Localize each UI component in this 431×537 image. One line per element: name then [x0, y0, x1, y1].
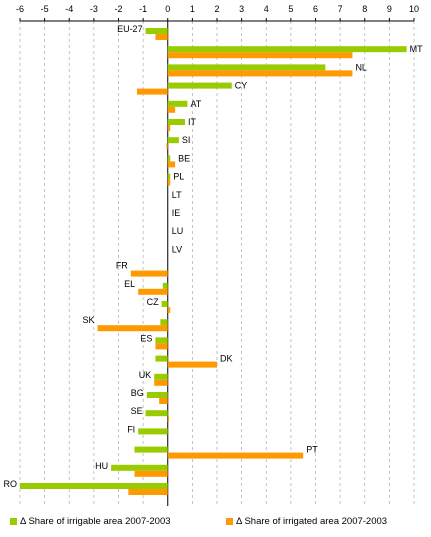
bar-irrigated — [130, 270, 168, 277]
x-tick-label: -2 — [114, 4, 122, 14]
x-tick-label: 5 — [288, 4, 293, 14]
legend-swatch-irrigable — [10, 518, 17, 525]
legend-item-irrigable: Δ Share of irrigable area 2007-2003 — [10, 516, 171, 527]
category-label: CZ — [147, 297, 159, 307]
bar-irrigated — [97, 325, 168, 332]
bar-irrigated — [167, 106, 176, 113]
x-tick-label: 7 — [338, 4, 343, 14]
bar-irrigated — [167, 70, 353, 77]
category-label: AT — [190, 99, 201, 109]
x-tick-label: 6 — [313, 4, 318, 14]
x-tick-label: -3 — [90, 4, 98, 14]
bar-irrigable — [155, 337, 168, 344]
x-tick-label: 0 — [165, 4, 170, 14]
x-tick-label: 10 — [409, 4, 419, 14]
bar-irrigated — [167, 452, 304, 459]
bar-irrigable — [134, 446, 168, 453]
category-label: SK — [83, 315, 95, 325]
category-label: MT — [410, 44, 423, 54]
bar-irrigable — [20, 483, 168, 489]
category-label: SE — [131, 406, 143, 416]
bar-irrigated — [166, 143, 168, 150]
category-label: HU — [95, 461, 108, 471]
bar-irrigable — [167, 46, 407, 53]
bar-irrigable — [167, 173, 171, 180]
bar-irrigable — [154, 373, 168, 380]
x-tick-label: -4 — [65, 4, 73, 14]
x-tick-label: -6 — [16, 4, 24, 14]
bar-irrigated — [167, 307, 171, 313]
category-label: PT — [306, 445, 318, 455]
bar-irrigable — [167, 155, 171, 162]
category-label: CY — [235, 81, 248, 91]
category-label: FI — [127, 424, 135, 434]
legend-swatch-irrigated — [226, 518, 233, 525]
x-tick-label: -5 — [41, 4, 49, 14]
bar-irrigable — [161, 301, 168, 307]
bar-irrigated — [167, 125, 171, 131]
legend-label-irrigable: Δ Share of irrigable area 2007-2003 — [20, 516, 171, 527]
category-label: IT — [188, 117, 197, 127]
bar-irrigable — [111, 464, 168, 471]
category-label: FR — [116, 261, 128, 271]
category-label: BE — [178, 153, 190, 163]
bar-irrigated — [167, 361, 217, 368]
bar-irrigable — [167, 100, 188, 107]
bar-irrigable — [145, 410, 168, 417]
category-label: LU — [172, 226, 184, 236]
x-tick-label: -1 — [139, 4, 147, 14]
bar-irrigable — [167, 64, 326, 71]
legend-item-irrigated: Δ Share of irrigated area 2007-2003 — [226, 516, 387, 527]
category-label: UK — [139, 370, 152, 380]
category-label: EL — [124, 279, 135, 289]
bar-irrigated — [155, 34, 168, 40]
category-label: IE — [172, 208, 181, 218]
bar-irrigable — [155, 355, 168, 362]
bar-irrigable — [146, 392, 168, 398]
bar-irrigated — [138, 288, 168, 295]
category-label: ES — [140, 333, 152, 343]
bar-irrigable — [167, 82, 232, 89]
x-tick-label: 4 — [264, 4, 269, 14]
bar-irrigable — [167, 119, 185, 125]
bar-irrigable — [160, 319, 168, 326]
legend-label-irrigated: Δ Share of irrigated area 2007-2003 — [236, 516, 388, 527]
category-label: RO — [4, 479, 18, 489]
bar-irrigable — [167, 137, 179, 144]
x-tick-label: 2 — [214, 4, 219, 14]
category-label: BG — [131, 388, 144, 398]
bar-irrigated — [154, 379, 168, 386]
category-label: LT — [172, 190, 182, 200]
bar-irrigated — [159, 398, 168, 404]
bar-irrigated — [167, 179, 171, 186]
bar-irrigable — [138, 428, 168, 435]
bar-irrigated — [136, 88, 168, 95]
bar-irrigable — [162, 282, 168, 289]
x-tick-label: 1 — [190, 4, 195, 14]
category-label: PL — [173, 172, 184, 182]
bar-irrigated — [167, 416, 169, 423]
bar-irrigable — [145, 28, 168, 34]
category-label: SI — [182, 135, 191, 145]
bar-irrigated — [167, 52, 353, 59]
x-tick-label: 9 — [387, 4, 392, 14]
x-tick-label: 3 — [239, 4, 244, 14]
category-label: LV — [172, 244, 182, 254]
category-label: DK — [220, 354, 233, 364]
bar-irrigated — [128, 489, 168, 495]
category-label: NL — [355, 62, 367, 72]
x-tick-label: 8 — [362, 4, 367, 14]
bar-irrigated — [155, 343, 168, 350]
bar-irrigated — [134, 470, 168, 477]
category-label: EU-27 — [117, 24, 143, 34]
bar-irrigated — [167, 161, 176, 168]
